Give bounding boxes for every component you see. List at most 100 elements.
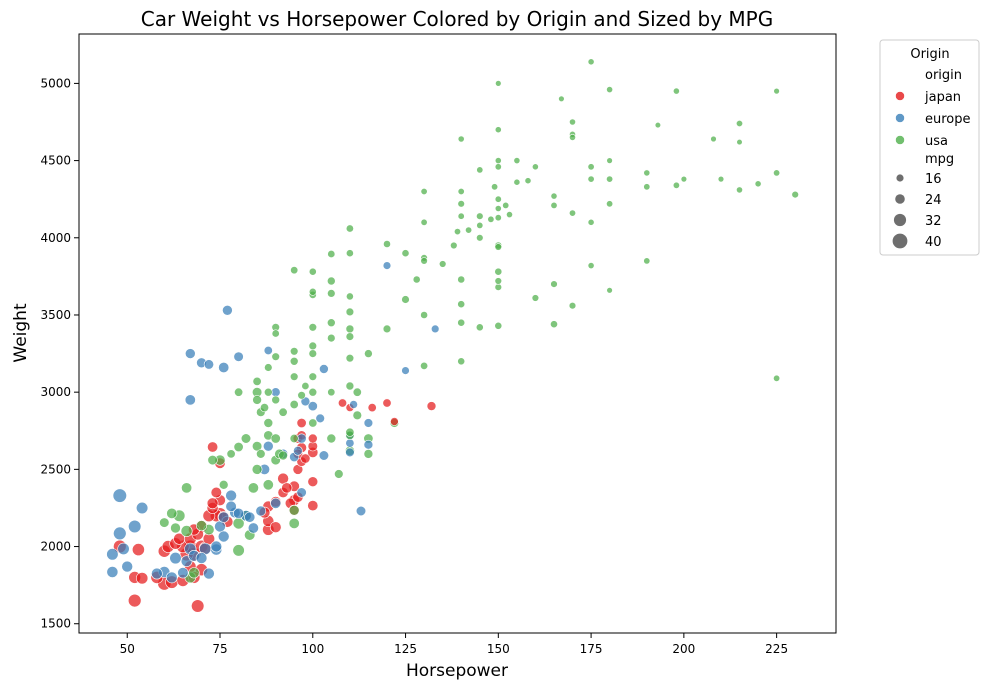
legend: Origin origin japan europe usa mpg 16 24 32 4… bbox=[879, 39, 980, 256]
point-usa bbox=[476, 166, 484, 174]
legend-title: Origin bbox=[910, 47, 949, 62]
point-usa bbox=[308, 323, 317, 332]
point-japan bbox=[307, 433, 318, 444]
point-usa bbox=[773, 374, 781, 382]
legend-label-europe: europe bbox=[925, 112, 971, 127]
point-usa bbox=[513, 157, 521, 164]
legend-label-usa: usa bbox=[925, 134, 948, 149]
point-usa bbox=[352, 410, 362, 420]
point-usa bbox=[308, 387, 318, 397]
legend-marker-usa bbox=[895, 135, 905, 145]
point-usa bbox=[673, 87, 680, 95]
point-europe bbox=[345, 447, 355, 458]
point-usa bbox=[297, 391, 306, 400]
point-usa bbox=[491, 183, 499, 191]
point-usa bbox=[457, 357, 466, 366]
point-usa bbox=[773, 87, 780, 95]
point-usa bbox=[256, 449, 266, 459]
point-usa bbox=[363, 449, 374, 459]
point-usa bbox=[524, 177, 532, 185]
legend-marker-europe bbox=[895, 113, 905, 123]
point-usa bbox=[290, 266, 299, 275]
point-usa bbox=[345, 292, 354, 301]
point-usa bbox=[401, 249, 410, 258]
point-europe bbox=[233, 351, 244, 362]
point-usa bbox=[240, 433, 252, 444]
point-usa bbox=[791, 190, 799, 199]
y-tick-label: 3500 bbox=[40, 308, 71, 322]
point-europe bbox=[382, 261, 392, 270]
point-usa bbox=[263, 387, 273, 397]
point-usa bbox=[606, 287, 613, 294]
y-tick-label: 2500 bbox=[40, 462, 71, 476]
point-europe bbox=[263, 345, 273, 355]
point-europe bbox=[169, 551, 182, 565]
point-usa bbox=[494, 277, 502, 285]
point-usa bbox=[263, 418, 274, 428]
point-usa bbox=[457, 188, 465, 196]
point-usa bbox=[513, 178, 521, 186]
point-usa bbox=[587, 163, 595, 171]
point-europe bbox=[233, 507, 245, 519]
legend-size-label: 24 bbox=[925, 193, 942, 208]
point-usa bbox=[301, 381, 310, 390]
point-usa bbox=[643, 257, 651, 265]
point-usa bbox=[327, 333, 336, 343]
point-usa bbox=[247, 482, 259, 494]
point-usa bbox=[502, 201, 510, 209]
point-europe bbox=[166, 571, 178, 584]
point-usa bbox=[569, 133, 576, 141]
point-usa bbox=[494, 195, 502, 203]
point-usa bbox=[420, 188, 428, 196]
point-europe bbox=[255, 505, 267, 517]
point-usa bbox=[308, 287, 317, 296]
point-europe bbox=[307, 401, 318, 412]
point-usa bbox=[181, 482, 193, 494]
point-usa bbox=[166, 507, 178, 519]
point-usa bbox=[327, 289, 336, 298]
x-tick-label: 75 bbox=[212, 642, 227, 656]
point-usa bbox=[494, 321, 503, 330]
point-usa bbox=[345, 381, 355, 391]
y-tick-label: 4500 bbox=[40, 154, 71, 168]
x-tick-label: 225 bbox=[765, 642, 788, 656]
point-japan bbox=[136, 572, 149, 585]
point-usa bbox=[736, 186, 743, 194]
point-europe bbox=[121, 560, 133, 573]
point-europe bbox=[136, 501, 149, 515]
point-japan bbox=[367, 403, 377, 413]
legend-marker-japan bbox=[895, 91, 905, 101]
point-japan bbox=[207, 441, 219, 453]
legend-size-marker bbox=[896, 174, 904, 182]
point-japan bbox=[296, 417, 307, 428]
point-usa bbox=[345, 224, 354, 233]
x-tick-label: 175 bbox=[580, 642, 603, 656]
x-tick-label: 50 bbox=[120, 642, 135, 656]
point-usa bbox=[568, 302, 577, 310]
point-europe bbox=[247, 522, 259, 534]
point-usa bbox=[382, 324, 392, 334]
point-usa bbox=[506, 211, 513, 218]
point-europe bbox=[296, 487, 307, 498]
point-usa bbox=[420, 361, 429, 370]
legend-size-label: 16 bbox=[925, 172, 942, 187]
point-usa bbox=[271, 352, 280, 361]
point-usa bbox=[188, 567, 200, 579]
point-europe bbox=[293, 445, 303, 456]
point-usa bbox=[476, 221, 484, 229]
point-usa bbox=[457, 318, 466, 327]
point-usa bbox=[643, 183, 651, 191]
point-usa bbox=[457, 212, 465, 220]
point-japan bbox=[300, 453, 311, 464]
point-usa bbox=[278, 450, 288, 461]
y-tick-label: 2000 bbox=[40, 540, 71, 554]
point-usa bbox=[736, 139, 743, 146]
point-europe bbox=[349, 400, 358, 409]
point-usa bbox=[680, 175, 688, 183]
point-usa bbox=[717, 175, 725, 183]
point-usa bbox=[289, 356, 299, 366]
point-usa bbox=[289, 433, 299, 443]
y-axis-label: Weight bbox=[11, 303, 31, 363]
point-usa bbox=[252, 376, 262, 386]
